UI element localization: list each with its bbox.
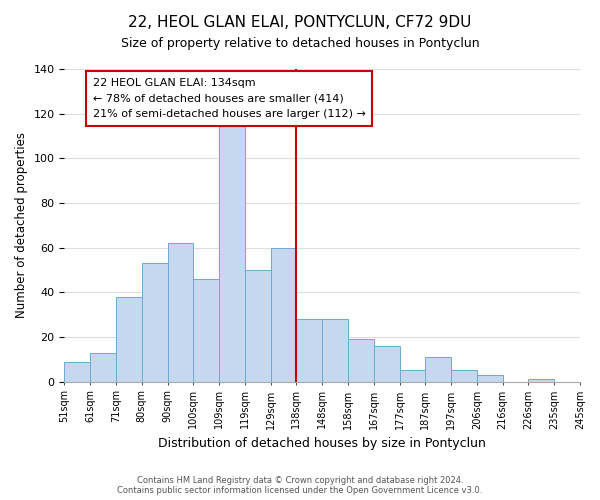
Bar [64, 362, 90, 382]
X-axis label: Distribution of detached houses by size in Pontyclun: Distribution of detached houses by size … [158, 437, 486, 450]
Bar [322, 319, 348, 382]
Bar [348, 339, 374, 382]
Bar [90, 352, 116, 382]
Bar [451, 370, 477, 382]
Text: Size of property relative to detached houses in Pontyclun: Size of property relative to detached ho… [121, 38, 479, 51]
Bar [193, 279, 219, 382]
Bar [477, 375, 503, 382]
Bar [296, 319, 322, 382]
Text: 22 HEOL GLAN ELAI: 134sqm
← 78% of detached houses are smaller (414)
21% of semi: 22 HEOL GLAN ELAI: 134sqm ← 78% of detac… [93, 78, 365, 119]
Bar [245, 270, 271, 382]
Bar [116, 297, 142, 382]
Bar [374, 346, 400, 382]
Bar [400, 370, 425, 382]
Text: 22, HEOL GLAN ELAI, PONTYCLUN, CF72 9DU: 22, HEOL GLAN ELAI, PONTYCLUN, CF72 9DU [128, 15, 472, 30]
Bar [167, 243, 193, 382]
Bar [271, 248, 296, 382]
Bar [529, 380, 554, 382]
Bar [142, 264, 167, 382]
Y-axis label: Number of detached properties: Number of detached properties [15, 132, 28, 318]
Text: Contains HM Land Registry data © Crown copyright and database right 2024.
Contai: Contains HM Land Registry data © Crown c… [118, 476, 482, 495]
Bar [219, 84, 245, 382]
Bar [425, 357, 451, 382]
